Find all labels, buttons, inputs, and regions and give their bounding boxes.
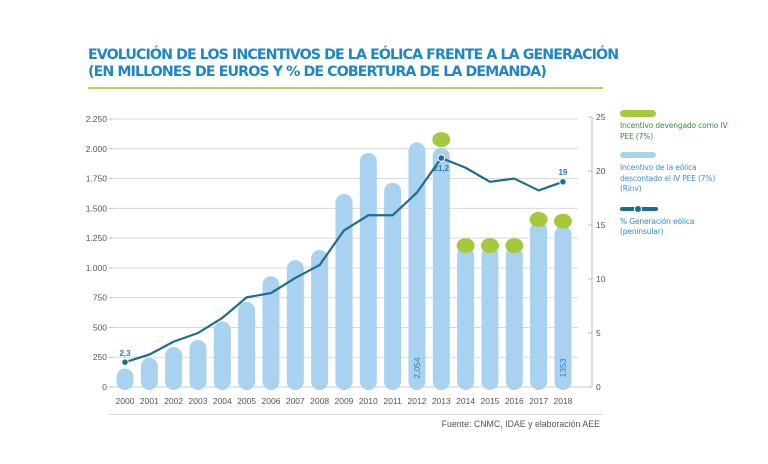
bar-devengado-cap-2018	[553, 213, 572, 229]
bar-rinv-2016	[505, 246, 523, 390]
x-tick-label: 2013	[432, 396, 451, 406]
bar-rinv-2007	[286, 260, 304, 390]
x-tick-label: 2018	[553, 396, 572, 406]
x-tick-label: 2003	[189, 396, 208, 406]
bar-rinv-2002	[165, 347, 183, 390]
y2-tick-label: 10	[596, 274, 606, 284]
y-tick-label: 1.250	[86, 233, 108, 243]
bar-devengado-cap-2013	[432, 132, 451, 148]
line-generacion-path	[124, 156, 564, 364]
y2-tick-label: 5	[596, 328, 601, 338]
x-tick-label: 2006	[262, 396, 281, 406]
y-tick-label: 1.750	[86, 174, 108, 184]
annotation-2018-pct: 19	[558, 168, 567, 177]
chart-title-line1: EVOLUCIÓN DE LOS INCENTIVOS DE LA EÓLICA…	[88, 47, 619, 63]
legend-swatch-rinv	[620, 152, 656, 158]
bar-rinv-2018	[554, 225, 572, 390]
bar-rinv-2012	[408, 142, 426, 390]
bar-rinv-2006	[262, 276, 280, 390]
x-tick-label: 2005	[237, 396, 256, 406]
annotation-2018-value: 1353	[558, 358, 568, 377]
bar-rinv-2017	[530, 221, 548, 390]
x-tick-label: 2007	[286, 396, 305, 406]
x-tick-label: 2002	[164, 396, 183, 406]
legend-swatch-devengado	[620, 110, 656, 117]
y-tick-label: 1.500	[86, 203, 108, 213]
bar-rinv-2005	[238, 301, 256, 390]
y2-tick-label: 15	[596, 220, 606, 230]
legend-label-devengado: Incentivo devengado como IV PEE (7%)	[620, 121, 728, 141]
legend: Incentivo devengado como IV PEE (7%) Inc…	[620, 110, 730, 248]
annotation-2013-pct: 21,2	[434, 164, 450, 173]
x-tick-label: 2012	[407, 396, 426, 406]
x-axis: 2000 2001 2002 2003 2004 2005 2006 2007 2008 2009…	[116, 396, 573, 406]
y-tick-label: 500	[93, 322, 107, 332]
bar-rinv-2008	[311, 250, 329, 390]
y-axis-left: 0 250 500 750 1.000 1.250 1.500 1.750 2.000 2.250	[86, 114, 113, 392]
chart-title-line2: (EN MILLONES DE EUROS Y % DE COBERTURA D…	[88, 63, 547, 80]
legend-item-rinv: Incentivo de la eólica descontado el IV …	[620, 152, 730, 195]
y2-tick-label: 0	[596, 382, 601, 392]
bar-rinv-2010	[359, 152, 377, 390]
bar-devengado-cap-2014	[456, 238, 475, 254]
bar-devengado-cap-2015	[480, 238, 499, 254]
annotations: 2,3 21,2 19 2,054 1353	[119, 164, 568, 379]
footer-divider	[108, 414, 603, 415]
bars-devengado-caps	[432, 132, 572, 254]
line-point-2018	[559, 178, 567, 186]
y-tick-label: 0	[102, 382, 107, 392]
y2-tick-label: 20	[596, 166, 606, 176]
line-point-2000	[121, 358, 129, 366]
line-generacion	[121, 154, 567, 366]
bar-devengado-cap-2017	[529, 211, 548, 227]
bar-devengado-cap-2016	[505, 238, 524, 254]
x-tick-label: 2004	[213, 396, 232, 406]
x-tick-label: 2016	[505, 396, 524, 406]
bar-rinv-2013	[432, 147, 450, 390]
title-underline	[88, 87, 603, 89]
bar-rinv-2014	[457, 246, 475, 390]
bar-rinv-2000	[116, 368, 134, 390]
bar-rinv-2011	[384, 182, 402, 390]
y-tick-label: 2.250	[86, 114, 108, 124]
bars-rinv	[116, 142, 572, 390]
x-tick-label: 2009	[335, 396, 354, 406]
x-tick-label: 2017	[529, 396, 548, 406]
annotation-2000-pct: 2,3	[119, 349, 131, 358]
chart-title: EVOLUCIÓN DE LOS INCENTIVOS DE LA EÓLICA…	[88, 47, 628, 80]
x-tick-label: 2008	[310, 396, 329, 406]
bar-rinv-2003	[189, 339, 207, 390]
x-tick-label: 2011	[383, 396, 402, 406]
legend-label-rinv: Incentivo de la eólica descontado el IV …	[620, 163, 716, 193]
y-tick-label: 750	[93, 293, 107, 303]
line-point-2013	[437, 154, 446, 162]
bar-rinv-2015	[481, 246, 499, 390]
legend-swatch-generacion	[620, 204, 658, 213]
y-tick-label: 1.000	[86, 263, 108, 273]
legend-label-generacion: % Generación eólica (peninsular)	[620, 216, 695, 237]
x-tick-label: 2015	[480, 396, 499, 406]
bar-rinv-2004	[213, 321, 231, 390]
y-tick-label: 250	[93, 352, 107, 362]
source-note: Fuente: CNMC, IDAE y elaboración AEE	[441, 419, 600, 429]
legend-item-devengado: Incentivo devengado como IV PEE (7%)	[620, 110, 730, 142]
x-tick-label: 2010	[359, 396, 378, 406]
y-axis-right: 0 5 10 15 20 25	[588, 112, 606, 392]
annotation-2012-value: 2,054	[412, 357, 422, 379]
legend-item-generacion: % Generación eólica (peninsular)	[620, 204, 730, 238]
x-tick-label: 2014	[456, 396, 475, 406]
bar-rinv-2009	[335, 194, 353, 390]
x-tick-label: 2001	[140, 396, 159, 406]
y-tick-label: 2.000	[86, 144, 108, 154]
x-tick-label: 2000	[116, 396, 135, 406]
y2-tick-label: 25	[596, 112, 606, 122]
bar-rinv-2001	[140, 357, 158, 390]
